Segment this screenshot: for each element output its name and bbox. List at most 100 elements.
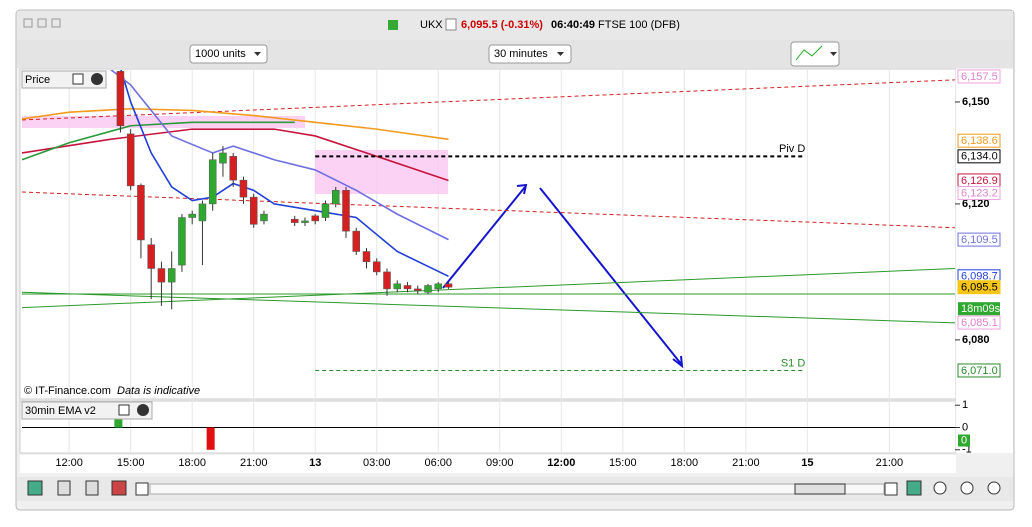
candle-body: [239, 179, 248, 198]
price-label-box: [957, 280, 1001, 295]
legend-label: Price: [25, 74, 50, 86]
indicator-line: [22, 107, 449, 141]
price-label: 6,134.0: [961, 151, 998, 163]
x-tick-label: 13: [309, 457, 321, 469]
current-box: [958, 434, 970, 447]
y-tick-label: 1: [962, 399, 968, 411]
countdown-box: [958, 302, 1000, 316]
chart-type-button[interactable]: [790, 41, 840, 67]
maximize-button[interactable]: [72, 73, 84, 85]
size-value: 1000 units: [195, 48, 246, 60]
symbol-icon: [388, 20, 398, 30]
time-axis: [20, 455, 956, 473]
x-tick-label: 15:00: [117, 457, 145, 469]
symbol: UKX: [420, 19, 443, 31]
candle-body: [301, 220, 309, 223]
window-controls[interactable]: [23, 18, 61, 28]
indicator-title: 30min EMA v2: [25, 405, 96, 417]
candle-body: [249, 196, 258, 225]
price-label: 6,071.0: [961, 365, 998, 377]
y-tick-label: 6,120: [962, 198, 990, 210]
y-tick-label: 0: [962, 421, 968, 433]
candle-body: [311, 215, 319, 222]
price-label: 6,098.7: [961, 271, 998, 283]
candle-body: [178, 217, 186, 266]
indicator-line: [110, 70, 449, 241]
candle-body: [260, 213, 268, 222]
footer: © IT-Finance.com: [24, 385, 111, 397]
candle-body: [331, 190, 340, 205]
trendline: [22, 291, 955, 324]
candle-body: [444, 283, 453, 288]
indicator-legend: 30min EMA v2: [21, 401, 153, 420]
price-label: 6,138.6: [961, 135, 998, 147]
candle-body: [229, 156, 237, 181]
indicator-line: [22, 128, 449, 182]
price-label-box: [957, 363, 1001, 378]
level-label: S1 D: [781, 357, 806, 369]
price-label-box: [957, 69, 1001, 84]
candle-body: [157, 268, 166, 283]
maximize-button[interactable]: [118, 404, 130, 416]
candle-body: [393, 283, 402, 290]
candle-body: [116, 71, 125, 126]
x-tick-label: 21:00: [732, 457, 760, 469]
price-label: 6,109.5: [961, 234, 998, 246]
title-bar: [17, 11, 1013, 40]
candle-body: [208, 159, 217, 205]
price-label: 6,157.5: [961, 71, 998, 83]
interval-dropdown[interactable]: 30 minutes: [488, 44, 572, 64]
price-axis: [956, 69, 1013, 453]
candle-body: [362, 251, 371, 262]
countdown: 18m09s: [961, 303, 1001, 315]
candle-body: [147, 244, 155, 269]
y-tick-label: -1: [962, 444, 972, 456]
candle-body: [403, 285, 412, 290]
price-label-box: [957, 186, 1001, 201]
candle-body: [372, 261, 381, 273]
candle-body: [434, 283, 443, 290]
zone: [22, 116, 305, 128]
price-label-box: [957, 315, 1001, 330]
footer-note: Data is indicative: [117, 385, 200, 397]
x-tick-label: 18:00: [671, 457, 699, 469]
x-tick-label: 15: [801, 457, 813, 469]
candle-body: [126, 133, 135, 187]
size-dropdown[interactable]: 1000 units: [189, 44, 268, 64]
bottom-tools[interactable]: [27, 480, 1001, 496]
x-tick-label: 15:00: [609, 457, 637, 469]
trendline: [22, 79, 955, 121]
close-button[interactable]: [137, 404, 149, 416]
price-legend: Price: [21, 70, 107, 89]
clock: 06:40:49: [551, 19, 595, 31]
drawn-arrow: [442, 186, 683, 366]
interval-value: 30 minutes: [494, 48, 548, 60]
x-tick-label: 06:00: [424, 457, 452, 469]
x-tick-label: 12:00: [547, 457, 575, 469]
candle-body: [290, 218, 299, 223]
indicator-line: [22, 121, 295, 161]
price-plot: [22, 70, 955, 369]
info-icon[interactable]: [445, 18, 457, 31]
x-tick-label: 21:00: [876, 457, 904, 469]
candle-body: [424, 285, 432, 293]
candle-body: [198, 203, 207, 222]
candle-body: [352, 230, 360, 252]
x-tick-label: 21:00: [240, 457, 268, 469]
candle-body: [414, 288, 422, 291]
arrow-head: [516, 183, 684, 369]
price-label: 6,085.1: [961, 317, 998, 329]
instrument: FTSE 100 (DFB): [598, 19, 680, 31]
candle-body: [383, 271, 391, 290]
signal-bar: [206, 427, 215, 450]
close-button[interactable]: [91, 73, 103, 85]
trendline: [22, 191, 955, 229]
current-label: 0: [961, 434, 967, 446]
quote: 6,095.5 (-0.31%): [461, 19, 543, 31]
candle-body: [219, 152, 227, 164]
price-label-box: [957, 149, 1001, 164]
price-label: 6,126.9: [961, 175, 998, 187]
level-label: Piv D: [779, 143, 805, 155]
